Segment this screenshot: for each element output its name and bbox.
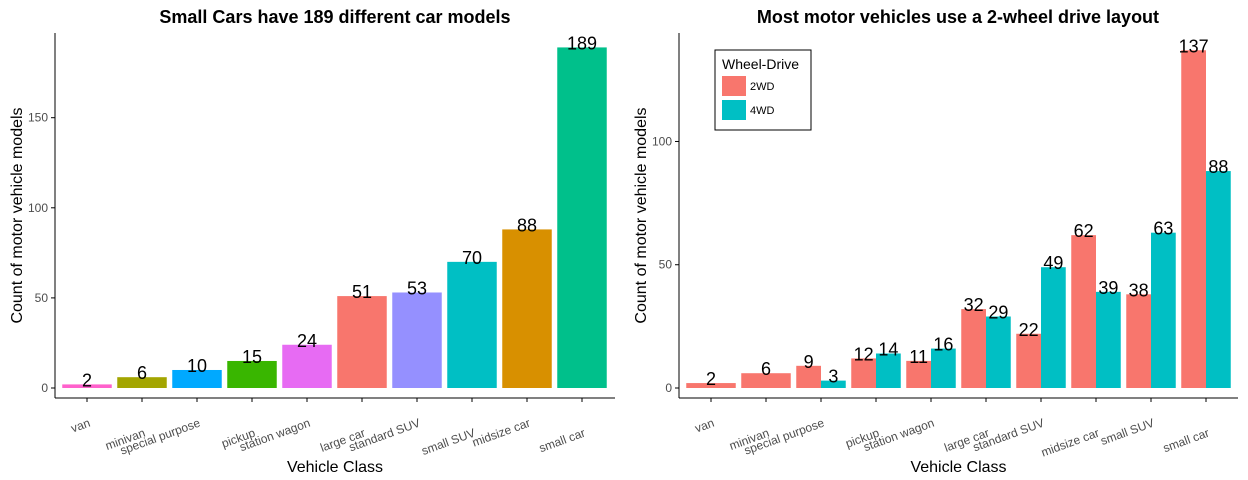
bar-value-label: 6 xyxy=(761,359,771,379)
bar-value-label: 88 xyxy=(517,215,537,235)
y-tick-label: 0 xyxy=(665,381,672,395)
bar-value-label: 53 xyxy=(407,278,427,298)
bar-midsize-car-2WD xyxy=(1071,235,1096,388)
y-axis-title-2: Count of motor vehicle models xyxy=(633,107,650,323)
bar-value-label: 9 xyxy=(804,352,814,372)
x-tick-label: midsize car xyxy=(1039,426,1101,460)
y-axis-title-1: Count of motor vehicle models xyxy=(9,107,26,323)
bar-large-car-4WD xyxy=(986,316,1011,388)
bar-value-label: 189 xyxy=(567,33,597,53)
bar-value-label: 39 xyxy=(1098,278,1118,298)
bar-large-car xyxy=(337,296,387,388)
chart-title-1: Small Cars have 189 different car models xyxy=(159,7,510,27)
bar-van-2WD xyxy=(686,383,736,388)
bar-special-purpose xyxy=(172,369,222,388)
x-axis-title-2: Vehicle Class xyxy=(910,459,1006,476)
bar-special-purpose-2WD xyxy=(796,365,821,388)
bar-value-label: 49 xyxy=(1043,253,1063,273)
bar-value-label: 51 xyxy=(352,282,372,302)
y-tick-label: 100 xyxy=(652,134,672,148)
chart-title-2: Most motor vehicles use a 2-wheel drive … xyxy=(757,7,1159,27)
x-tick-label: small car xyxy=(537,426,587,456)
bar-small-SUV-4WD xyxy=(1151,232,1176,388)
bar-minivan xyxy=(117,377,167,388)
x-tick-label: van xyxy=(693,416,716,436)
bar-small-car xyxy=(557,47,607,388)
bar-small-car-4WD xyxy=(1206,171,1231,388)
bar-standard-SUV xyxy=(392,292,442,388)
bar-value-label: 14 xyxy=(878,339,898,359)
x-tick-label: small SUV xyxy=(420,426,477,458)
bar-value-label: 10 xyxy=(187,356,207,376)
bar-van xyxy=(62,384,112,388)
bar-value-label: 88 xyxy=(1208,157,1228,177)
bar-value-label: 38 xyxy=(1129,280,1149,300)
y-tick-label: 100 xyxy=(28,201,48,215)
bar-station-wagon-4WD xyxy=(931,348,956,388)
x-tick-label: van xyxy=(69,416,92,436)
bar-value-label: 16 xyxy=(933,335,953,355)
y-tick-label: 50 xyxy=(35,291,49,305)
bar-small-SUV xyxy=(447,261,497,388)
bar-station-wagon-2WD xyxy=(906,360,931,388)
bar-standard-SUV-4WD xyxy=(1041,267,1066,388)
x-tick-label: midsize car xyxy=(470,416,532,450)
x-axis-title-1: Vehicle Class xyxy=(287,459,383,476)
bar-value-label: 32 xyxy=(964,295,984,315)
bar-small-car-2WD xyxy=(1181,50,1206,388)
bar-pickup-2WD xyxy=(851,358,876,388)
y-tick-label: 0 xyxy=(41,381,48,395)
y-tick-label: 50 xyxy=(659,258,673,272)
bar-midsize-car-4WD xyxy=(1096,291,1121,388)
bar-station-wagon xyxy=(282,344,332,388)
legend-swatch-2WD xyxy=(722,76,746,96)
x-tick-label: small SUV xyxy=(1099,416,1156,448)
bar-value-label: 15 xyxy=(242,347,262,367)
bar-special-purpose-4WD xyxy=(821,380,846,388)
bar-value-label: 29 xyxy=(988,303,1008,323)
bar-pickup xyxy=(227,360,277,388)
bar-value-label: 2 xyxy=(82,370,92,390)
bar-midsize-car xyxy=(502,229,552,388)
bar-small-SUV-2WD xyxy=(1126,294,1151,388)
bar-value-label: 24 xyxy=(297,331,317,351)
bar-minivan-2WD xyxy=(741,373,791,388)
bar-value-label: 11 xyxy=(909,347,928,367)
legend-swatch-4WD xyxy=(722,100,746,120)
bar-value-label: 3 xyxy=(828,367,838,387)
legend-label-4WD: 4WD xyxy=(750,105,775,117)
bar-value-label: 137 xyxy=(1179,36,1209,56)
bar-standard-SUV-2WD xyxy=(1016,333,1041,388)
bar-value-label: 12 xyxy=(854,344,874,364)
bar-value-label: 62 xyxy=(1074,221,1094,241)
y-tick-label: 150 xyxy=(28,111,48,125)
bar-value-label: 2 xyxy=(706,369,716,389)
x-tick-label: small car xyxy=(1161,426,1211,456)
bar-value-label: 22 xyxy=(1019,320,1039,340)
legend-label-2WD: 2WD xyxy=(750,81,775,93)
bar-large-car-2WD xyxy=(961,309,986,388)
bar-value-label: 6 xyxy=(137,363,147,383)
bar-value-label: 63 xyxy=(1153,219,1173,239)
bar-pickup-4WD xyxy=(876,353,901,388)
bar-value-label: 70 xyxy=(462,248,482,268)
legend-title: Wheel-Drive xyxy=(722,56,799,72)
